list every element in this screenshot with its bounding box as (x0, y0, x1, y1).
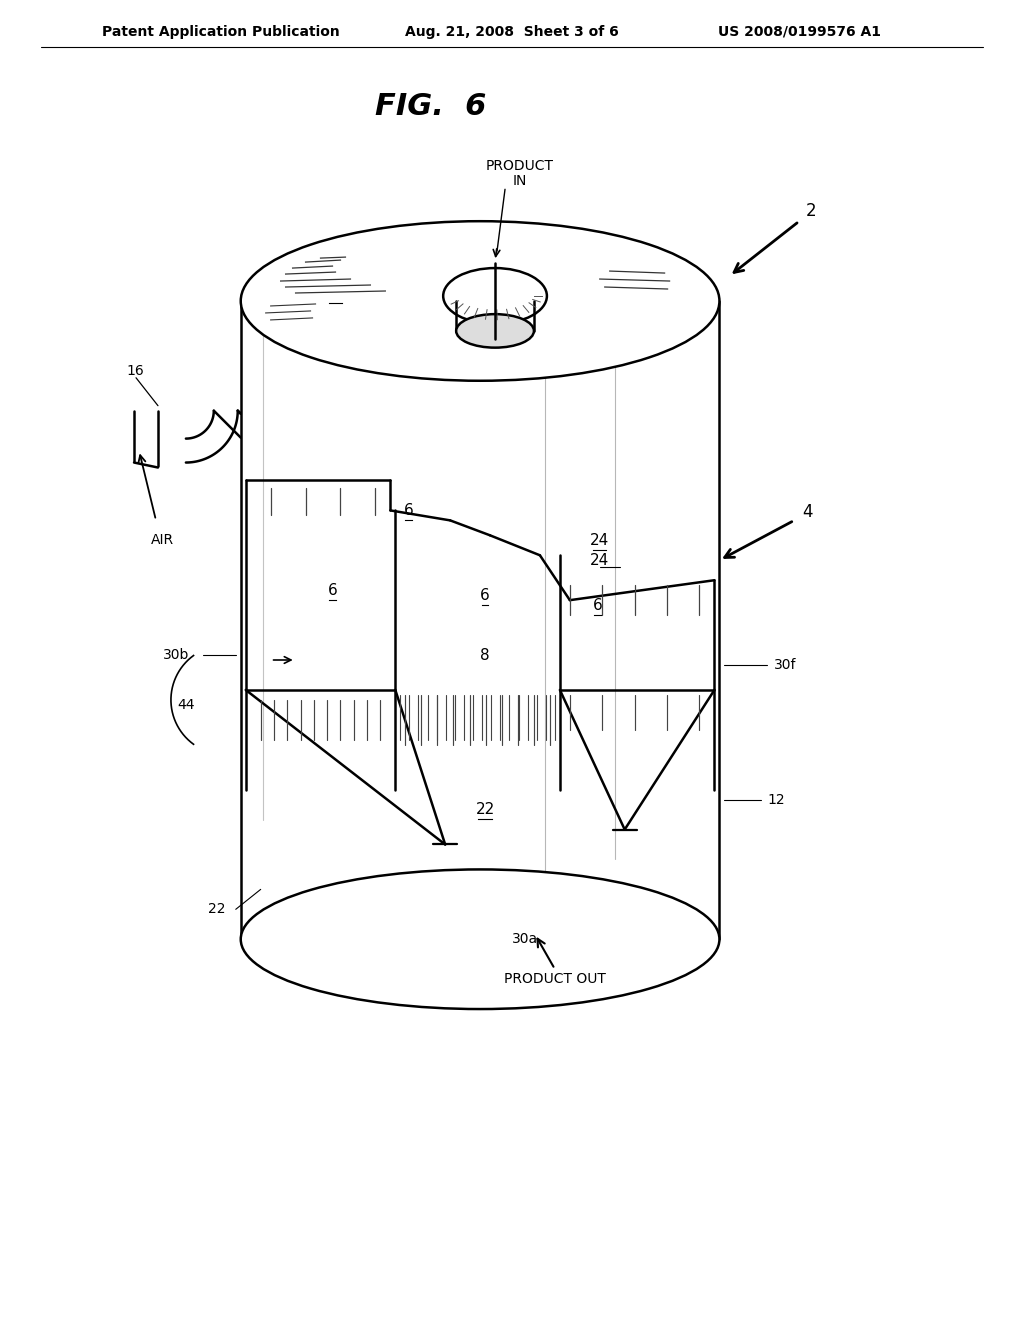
Ellipse shape (241, 870, 720, 1008)
Ellipse shape (456, 314, 534, 347)
Text: 24: 24 (590, 533, 609, 548)
Text: 16: 16 (126, 364, 143, 378)
Text: 6: 6 (403, 503, 413, 517)
Ellipse shape (241, 222, 720, 380)
Text: FIG.  6: FIG. 6 (375, 92, 486, 121)
Text: PRODUCT OUT: PRODUCT OUT (504, 972, 606, 986)
Text: 44: 44 (177, 698, 195, 711)
Text: 20: 20 (333, 284, 352, 298)
Text: 8: 8 (480, 648, 489, 663)
Text: 24: 24 (590, 553, 609, 568)
Text: 30a: 30a (512, 932, 538, 946)
Text: Patent Application Publication: Patent Application Publication (102, 25, 340, 38)
Text: AIR: AIR (152, 533, 174, 548)
Text: 6: 6 (480, 587, 489, 603)
Text: PRODUCT: PRODUCT (486, 160, 554, 173)
Text: IN: IN (513, 174, 527, 189)
Text: 22: 22 (475, 803, 495, 817)
Text: 30b: 30b (163, 648, 188, 663)
Text: 6: 6 (328, 582, 337, 598)
Text: US 2008/0199576 A1: US 2008/0199576 A1 (718, 25, 881, 38)
Text: Aug. 21, 2008  Sheet 3 of 6: Aug. 21, 2008 Sheet 3 of 6 (406, 25, 618, 38)
Text: 22: 22 (208, 903, 225, 916)
Ellipse shape (443, 268, 547, 323)
Text: 12: 12 (767, 792, 785, 807)
Text: 6: 6 (593, 598, 603, 612)
Text: 4: 4 (802, 503, 812, 521)
Text: 2: 2 (806, 202, 816, 220)
Text: 30f: 30f (774, 657, 797, 672)
Text: 10: 10 (577, 319, 595, 333)
Text: 20: 20 (326, 285, 345, 301)
